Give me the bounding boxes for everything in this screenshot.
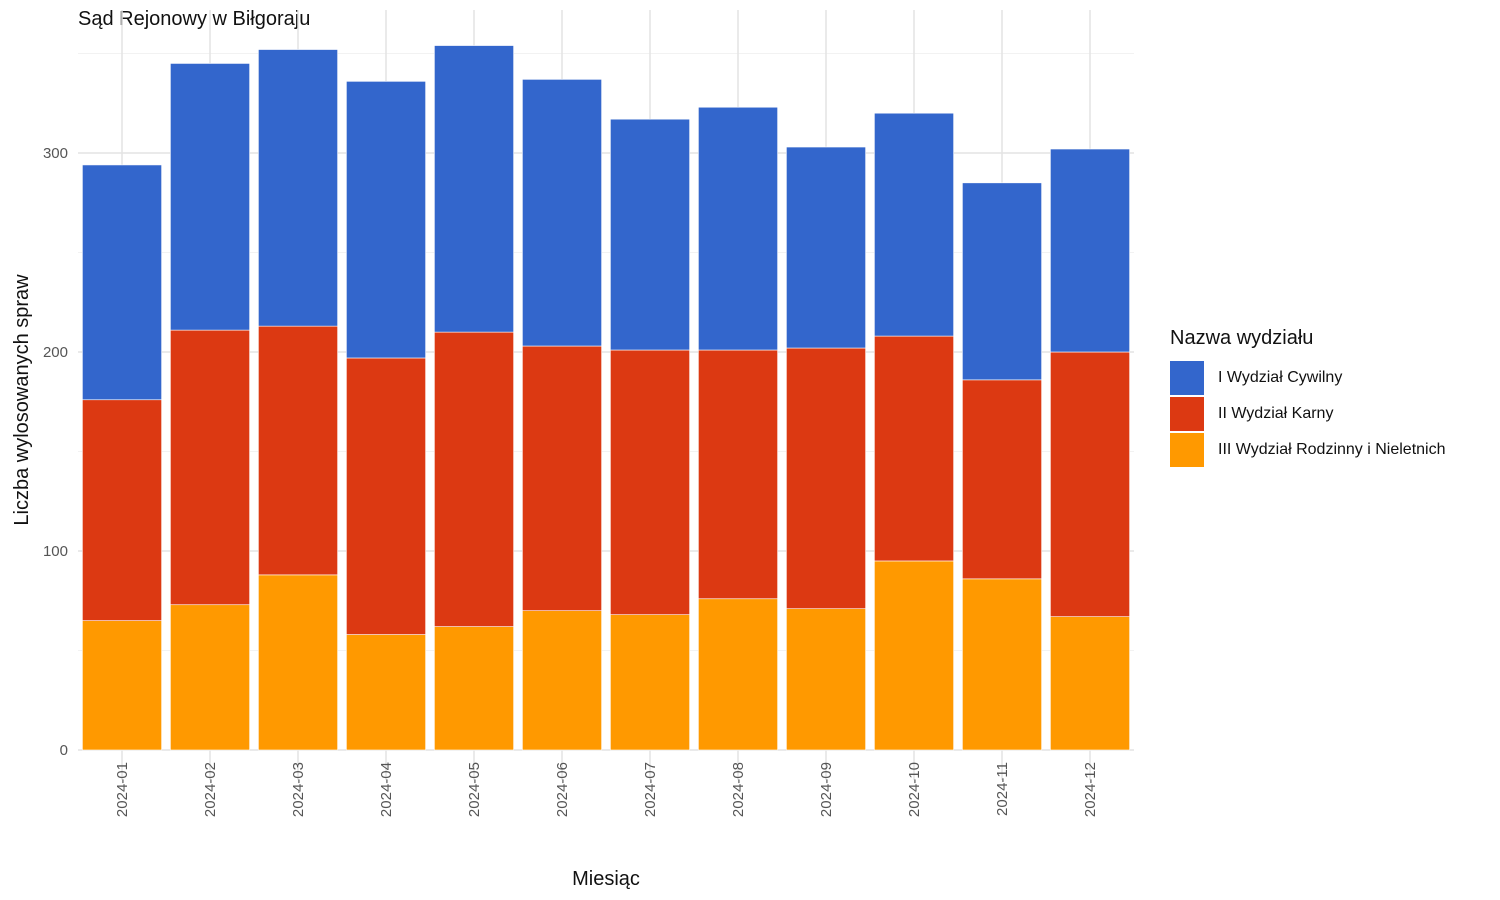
x-tick-label: 2024-01: [114, 762, 131, 817]
legend-swatch: [1170, 361, 1204, 395]
bar-segment-2024-08-series-0: [698, 598, 778, 751]
legend-title: Nazwa wydziału: [1170, 327, 1314, 349]
bar-segment-2024-05-series-1: [434, 331, 514, 627]
bar-segment-2024-07-series-0: [610, 614, 690, 751]
x-tick-label: 2024-10: [906, 762, 923, 817]
x-tick-label: 2024-02: [202, 762, 219, 817]
x-tick-label: 2024-05: [466, 762, 483, 817]
bar-segment-2024-01-series-1: [82, 399, 162, 621]
bar-segment-2024-09-series-0: [786, 608, 866, 751]
legend-label: I Wydział Cywilny: [1218, 369, 1343, 386]
x-tick-label: 2024-07: [642, 762, 659, 817]
bar-segment-2024-04-series-2: [346, 81, 426, 359]
bar-segment-2024-12-series-1: [1050, 351, 1130, 617]
bar-segment-2024-06-series-1: [522, 345, 602, 612]
legend-item: I Wydział Cywilny: [1170, 360, 1446, 396]
x-tick-label: 2024-06: [554, 762, 571, 817]
y-tick-label: 100: [43, 543, 68, 560]
legend-swatch: [1170, 433, 1204, 467]
bar-segment-2024-12-series-0: [1050, 616, 1130, 751]
bar-segment-2024-09-series-1: [786, 347, 866, 610]
x-tick-label: 2024-04: [378, 762, 395, 817]
x-axis-label: Miesiąc: [572, 868, 640, 890]
bar-segment-2024-02-series-0: [170, 604, 250, 751]
bar-segment-2024-07-series-2: [610, 118, 690, 351]
x-axis-ticks: 2024-01 2024-02 2024-03 2024-04 2024-05 2024-…: [114, 762, 1099, 817]
x-tick-label: 2024-08: [730, 762, 747, 817]
y-axis-label: Liczba wylosowanych spraw: [11, 274, 33, 526]
bar-segment-2024-12-series-2: [1050, 148, 1130, 353]
bar-segment-2024-10-series-2: [874, 112, 954, 337]
legend-label: III Wydział Rodzinny i Nieletnich: [1218, 441, 1446, 458]
bar-segment-2024-09-series-2: [786, 146, 866, 349]
legend-label: II Wydział Karny: [1218, 405, 1334, 422]
x-tick-label: 2024-03: [290, 762, 307, 817]
bar-segment-2024-10-series-0: [874, 560, 954, 751]
x-tick-label: 2024-09: [818, 762, 835, 817]
legend-items: I Wydział Cywilny II Wydział Karny III Wyd…: [1170, 360, 1446, 468]
bar-segment-2024-08-series-1: [698, 349, 778, 600]
legend-swatch: [1170, 397, 1204, 431]
bar-segment-2024-01-series-0: [82, 620, 162, 751]
bar-segment-2024-03-series-1: [258, 325, 338, 576]
bar-segment-2024-02-series-1: [170, 329, 250, 606]
bar-segment-2024-05-series-2: [434, 45, 514, 333]
bar-segment-2024-06-series-2: [522, 79, 602, 347]
y-axis-ticks: 0 100 200 300: [43, 145, 68, 759]
y-tick-label: 300: [43, 145, 68, 162]
bar-segment-2024-04-series-0: [346, 634, 426, 751]
bar-segment-2024-01-series-2: [82, 164, 162, 401]
y-tick-label: 0: [60, 742, 68, 759]
bar-segment-2024-11-series-2: [962, 182, 1042, 381]
bar-segment-2024-06-series-0: [522, 610, 602, 751]
bar-segment-2024-10-series-1: [874, 335, 954, 562]
legend-item: II Wydział Karny: [1170, 396, 1446, 432]
bar-segment-2024-08-series-2: [698, 106, 778, 351]
x-tick-label: 2024-12: [1082, 762, 1099, 817]
bar-segment-2024-02-series-2: [170, 63, 250, 331]
bar-segment-2024-03-series-0: [258, 574, 338, 751]
bar-segment-2024-04-series-1: [346, 357, 426, 635]
x-tick-label: 2024-11: [994, 762, 1011, 816]
legend-item: III Wydział Rodzinny i Nieletnich: [1170, 432, 1446, 468]
bars: [82, 45, 1130, 751]
chart-title: Sąd Rejonowy w Biłgoraju: [78, 8, 311, 30]
y-tick-label: 200: [43, 344, 68, 361]
bar-segment-2024-03-series-2: [258, 49, 338, 327]
bar-segment-2024-05-series-0: [434, 626, 514, 751]
bar-segment-2024-07-series-1: [610, 349, 690, 615]
legend: Nazwa wydziału I Wydział Cywilny II Wydzi…: [1170, 327, 1446, 468]
bar-segment-2024-11-series-1: [962, 379, 1042, 580]
bar-segment-2024-11-series-0: [962, 578, 1042, 751]
